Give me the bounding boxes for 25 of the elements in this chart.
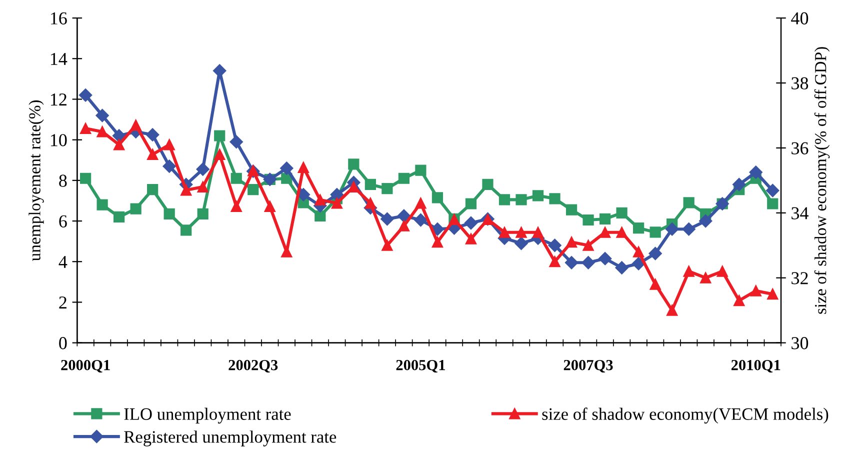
y-tick-label: 10 [50,134,67,146]
x-tick-label: 2010Q1 [731,360,780,373]
y-tick-label: 4 [58,256,68,268]
legend-label: Registered unemployment rate [124,430,336,446]
y-tick-label: 8 [59,174,67,187]
y2-tick-label: 40 [791,12,808,24]
y-tick-label: 14 [50,52,68,65]
legend-label: ILO unemployment rate [124,408,291,424]
y2-tick-label: 36 [792,142,808,154]
x-tick-label: 2002Q3 [228,360,278,373]
y-tick-label: 0 [59,337,67,350]
x-tick-label: 2005Q1 [396,360,445,373]
y-tick-label: 16 [50,12,67,24]
y2-tick-label: 38 [792,77,808,90]
y2-tick-label: 34 [792,207,809,220]
y-tick-label: 12 [50,94,66,106]
y-tick-label: 2 [59,296,66,308]
legend-label: size of shadow economy(VECM models) [542,408,828,424]
y2-tick-label: 32 [792,272,808,284]
y-tick-label: 6 [59,215,67,228]
x-tick-label: 2000Q1 [61,360,110,373]
y2-axis-title: size of shadow economy(% of off.GDP) [814,47,830,314]
y-axis-title: unemployement rate(%) [28,100,44,261]
y2-tick-label: 30 [792,337,808,350]
x-tick-label: 2007Q3 [564,360,613,373]
